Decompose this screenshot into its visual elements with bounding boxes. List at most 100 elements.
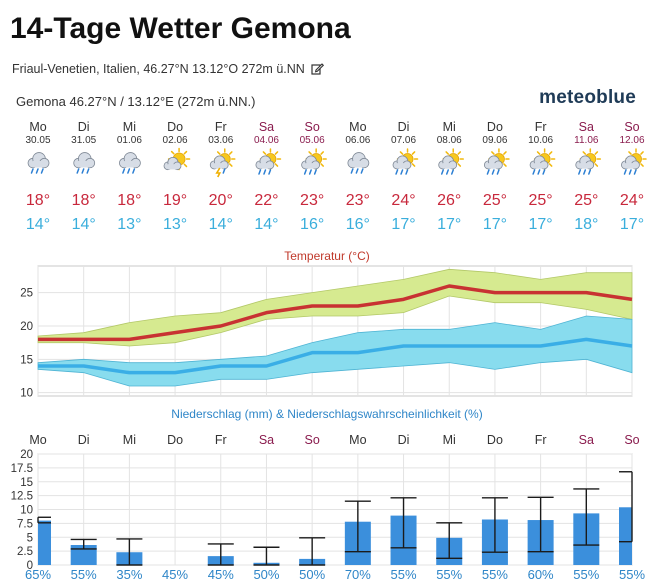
min-temperature: 18° [574, 216, 598, 233]
precipitation-bar [619, 507, 632, 565]
day-name: Sa [259, 120, 274, 134]
max-temperature: 18° [117, 192, 141, 209]
max-temperature: 23° [300, 192, 324, 209]
max-temperature: 25° [483, 192, 507, 209]
min-temperature: 14° [209, 216, 233, 233]
sun-ray [274, 151, 279, 155]
rain-drop [588, 169, 592, 175]
sun-cloud-icon [163, 147, 191, 171]
rain-drop [405, 169, 409, 175]
precipitation-day-label: Mo [349, 433, 366, 447]
day-name: So [305, 120, 320, 134]
precipitation-range [116, 538, 143, 566]
day-name: Di [398, 120, 410, 134]
cloud-shape [119, 152, 141, 169]
rain-drop [583, 169, 587, 175]
temperature-chart-title: Temperatur (°C) [284, 249, 369, 263]
min-temperature-line [38, 337, 633, 375]
max-temperature: 20° [209, 192, 233, 209]
rain-drop [440, 169, 444, 175]
min-temperature: 17° [620, 216, 644, 233]
precipitation-probability: 50% [299, 567, 325, 582]
meteoblue-logo[interactable]: meteoblue [539, 87, 636, 108]
day-name: Mi [443, 120, 456, 134]
precipitation-probability: 55% [71, 567, 97, 582]
location-line: Gemona 46.27°N / 13.12°E (272m ü.NN.) [16, 94, 256, 109]
sun-ray [320, 151, 324, 155]
day-date: 10.06 [528, 135, 553, 146]
precipitation-range [70, 538, 97, 550]
day-date: 07.06 [391, 135, 416, 146]
cloud-shape [529, 155, 549, 170]
sun-ray [582, 151, 587, 155]
precipitation-y-tick-label: 0 [27, 560, 33, 572]
precipitation-y-tick-label: 2.5 [17, 546, 33, 558]
precipitation-probability: 55% [573, 567, 599, 582]
sun-ray [183, 150, 188, 155]
precipitation-range [481, 497, 508, 553]
day-date: 05.06 [300, 135, 325, 146]
rain-drop [30, 168, 34, 174]
rain-drop [496, 169, 500, 175]
precipitation-range [37, 516, 51, 524]
location-subtitle: Friaul-Venetien, Italien, 46.27°N 13.12°… [12, 62, 325, 76]
precipitation-day-label: Sa [259, 433, 274, 447]
rain-cloud-icon [119, 152, 141, 174]
sun-ray [308, 151, 312, 155]
rain-drop [308, 169, 312, 175]
day-name: Fr [215, 120, 227, 134]
location-subtitle-text: Friaul-Venetien, Italien, 46.27°N 13.12°… [12, 62, 305, 76]
precipitation-probability: 60% [528, 567, 554, 582]
day-name: Di [78, 120, 90, 134]
day-name: Sa [579, 120, 594, 134]
rain-drop [537, 169, 541, 175]
sun-ray [216, 151, 221, 155]
sun-ray [274, 163, 279, 167]
day-date: 02.06 [163, 135, 188, 146]
min-temperature: 14° [26, 216, 50, 233]
day-date: 11.06 [574, 135, 599, 146]
pencil-square-icon[interactable] [311, 62, 325, 75]
cloud-body [78, 160, 90, 168]
day-date: 30.05 [25, 135, 50, 146]
rain-drop [400, 169, 404, 175]
cloud-body [579, 163, 590, 169]
rain-drop [35, 168, 39, 174]
rain-drop [76, 168, 80, 174]
min-temperature: 17° [483, 216, 507, 233]
rain-drop [81, 168, 85, 174]
rain-drop [313, 169, 317, 175]
rain-drop [127, 168, 131, 174]
rain-drop [578, 169, 582, 175]
day-date: 31.05 [71, 135, 96, 146]
day-date: 08.06 [437, 135, 462, 146]
sun-ray [594, 163, 599, 167]
max-temperature: 18° [72, 192, 96, 209]
rain-cloud-icon [347, 152, 370, 174]
min-temperature: 14° [254, 216, 278, 233]
precipitation-day-label: Di [398, 433, 410, 447]
cloud-shape [392, 155, 412, 170]
cloud-shape [438, 155, 458, 170]
max-temperature: 24° [391, 192, 415, 209]
day-name: Do [487, 120, 503, 134]
sun-ray [228, 151, 233, 155]
rain-drop [222, 168, 226, 174]
precipitation-probability: 65% [25, 567, 51, 582]
day-date: 12.06 [619, 135, 644, 146]
sun-ray [262, 151, 267, 155]
sun-cloud-rain-icon [255, 148, 282, 175]
precipitation-y-tick-label: 10 [20, 505, 33, 517]
rain-drop [542, 169, 546, 175]
rain-drop [532, 169, 536, 175]
precipitation-bar [38, 520, 51, 565]
precipitation-probability: 45% [208, 567, 234, 582]
cloud-body [167, 164, 178, 170]
temperature-y-tick-label: 10 [20, 388, 33, 400]
